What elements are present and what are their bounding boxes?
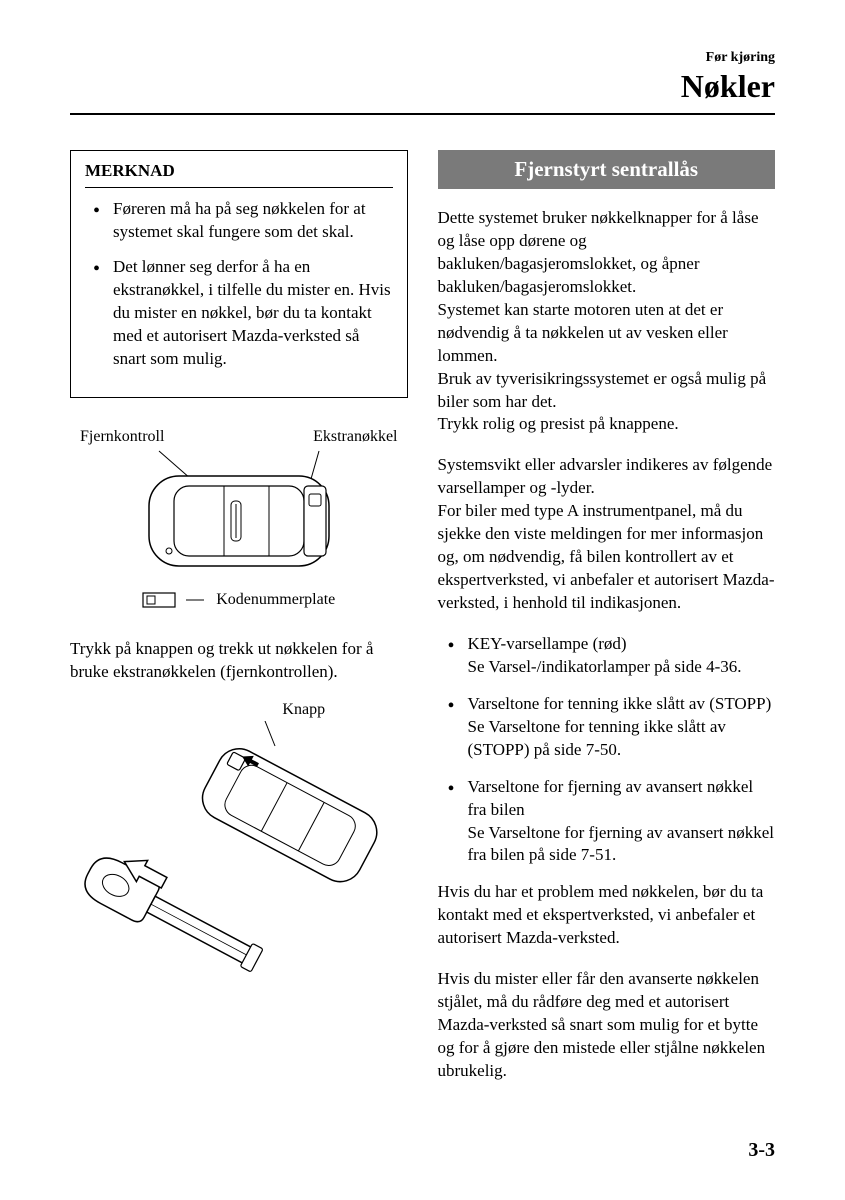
page-header: Før kjøring Nøkler	[70, 50, 775, 105]
diagram-labels: Fjernkontroll Ekstranøkkel	[70, 428, 408, 446]
key-release-diagram: Knapp	[70, 701, 408, 986]
page-title: Nøkler	[70, 68, 775, 105]
paragraph: Dette systemet bruker nøkkelknapper for …	[438, 207, 776, 436]
content-columns: MERKNAD Føreren må ha på seg nøkkelen fo…	[70, 150, 775, 1101]
section-banner: Fjernstyrt sentrallås	[438, 150, 776, 189]
left-column: MERKNAD Føreren må ha på seg nøkkelen fo…	[70, 150, 408, 1101]
knapp-label: Knapp	[200, 701, 408, 719]
paragraph: Hvis du mister eller får den avanserte n…	[438, 968, 776, 1083]
code-plate-icon	[142, 592, 176, 608]
note-item: Det lønner seg derfor å ha en ekstranøkk…	[93, 256, 393, 371]
ekstranokkel-label: Ekstranøkkel	[313, 428, 397, 446]
warning-list: KEY-varsellampe (rød) Se Varsel-/indikat…	[438, 633, 776, 867]
note-box: MERKNAD Føreren må ha på seg nøkkelen fo…	[70, 150, 408, 398]
fjernkontroll-label: Fjernkontroll	[80, 428, 164, 446]
paragraph: Systemsvikt eller advarsler indikeres av…	[438, 454, 776, 615]
paragraph: Hvis du har et problem med nøkkelen, bør…	[438, 881, 776, 950]
breadcrumb: Før kjøring	[70, 50, 775, 66]
leader-line-icon	[186, 592, 206, 608]
list-item: KEY-varsellampe (rød) Se Varsel-/indikat…	[448, 633, 776, 679]
note-title: MERKNAD	[85, 161, 393, 188]
page-number: 3-3	[748, 1139, 775, 1162]
header-divider	[70, 113, 775, 115]
code-plate-row: Kodenummerplate	[70, 591, 408, 609]
key-fob-diagram: Fjernkontroll Ekstranøkkel	[70, 428, 408, 618]
body-paragraph: Trykk på knappen og trekk ut nøkkelen fo…	[70, 638, 408, 684]
note-item: Føreren må ha på seg nøkkelen for at sys…	[93, 198, 393, 244]
right-column: Fjernstyrt sentrallås Dette systemet bru…	[438, 150, 776, 1101]
note-list: Føreren må ha på seg nøkkelen for at sys…	[85, 198, 393, 371]
list-item: Varseltone for fjerning av avansert nøkk…	[448, 776, 776, 868]
key-release-icon	[70, 721, 400, 981]
list-item: Varseltone for tenning ikke slått av (ST…	[448, 693, 776, 762]
key-fob-icon	[109, 446, 369, 576]
code-plate-label: Kodenummerplate	[216, 591, 335, 609]
